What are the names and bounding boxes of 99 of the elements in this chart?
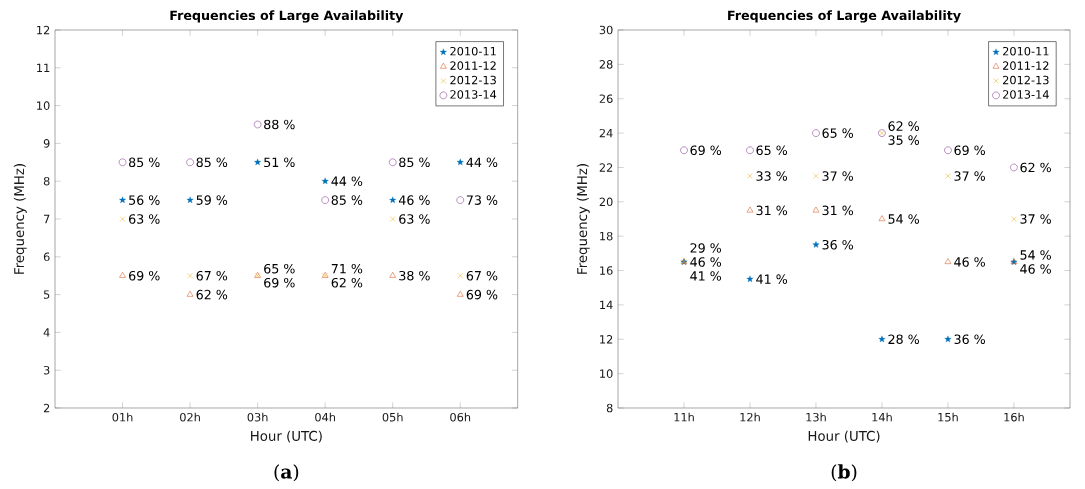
x-tick-label: 16h	[1004, 412, 1024, 422]
y-tick-label: 5	[43, 290, 50, 299]
annotation: 44 %	[331, 176, 363, 186]
legend-label: 2011-12	[1003, 61, 1049, 70]
annotation: 63 %	[399, 214, 430, 224]
annotation: 69 %	[690, 145, 722, 156]
annotation: 85 %	[399, 157, 430, 168]
text: (a)	[274, 464, 299, 482]
annotation: 69 %	[466, 289, 498, 300]
y-axis-title: Frequency (MHz)	[13, 164, 27, 274]
y-tick-label: 26	[599, 94, 613, 104]
y-tick-label: 24	[599, 128, 613, 138]
annotation: 41 %	[690, 271, 722, 281]
x-tick-label: 13h	[806, 412, 826, 422]
annotation: 65 %	[264, 263, 295, 274]
annotation: 85 %	[129, 157, 160, 168]
annotation: 31 %	[822, 205, 854, 216]
legend-label: 2012-13	[450, 75, 496, 85]
annotation: 46 %	[398, 195, 430, 205]
x-axis-title: Hour (UTC)	[808, 430, 880, 443]
x-tick-label: 14h	[872, 412, 892, 422]
annotation: 63 %	[129, 214, 160, 224]
annotation: 65 %	[756, 145, 788, 156]
legend-label: 2010-11	[450, 46, 496, 56]
annotation: 69 %	[954, 145, 985, 156]
x-tick-label: 03h	[247, 412, 268, 422]
annotation: 36 %	[822, 239, 854, 250]
y-tick-label: 8	[43, 176, 50, 186]
legend-label: 2013-14	[450, 90, 497, 99]
annotation: 54 %	[1020, 250, 1051, 260]
y-tick-label: 11	[37, 63, 50, 72]
x-tick-label: 12h	[740, 412, 760, 422]
x-tick-label: 06h	[450, 412, 471, 422]
annotation: 85 %	[331, 195, 363, 205]
annotation: 85 %	[196, 157, 228, 168]
annotation: 56 %	[129, 195, 160, 205]
y-tick-label: 14	[600, 300, 613, 310]
annotation: 36 %	[954, 334, 985, 345]
y-tick-label: 4	[43, 328, 50, 337]
y-tick-label: 18	[600, 231, 613, 241]
x-tick-label: 15h	[938, 412, 958, 422]
y-tick-label: 6	[43, 252, 50, 262]
x-tick-label: 01h	[112, 412, 133, 422]
annotation: 46 %	[954, 257, 985, 267]
y-tick-label: 28	[599, 60, 613, 69]
x-tick-label: 02h	[180, 412, 200, 422]
x-tick-label: 04h	[315, 412, 335, 422]
annotation: 62 %	[196, 289, 228, 300]
annotation: 62 %	[888, 121, 920, 131]
y-tick-label: 12	[37, 25, 50, 35]
annotation: 54 %	[888, 214, 920, 224]
annotation: 44 %	[466, 157, 498, 168]
annotation: 37 %	[1020, 214, 1051, 224]
annotation: 37 %	[954, 171, 985, 181]
annotation: 46 %	[1020, 264, 1051, 274]
y-tick-label: 20	[599, 197, 613, 207]
y-tick-label: 2	[43, 403, 50, 413]
annotation: 29 %	[690, 243, 722, 253]
annotation: 35 %	[888, 135, 920, 145]
y-tick-label: 10	[37, 101, 50, 110]
annotation: 46 %	[690, 257, 722, 267]
text: (b)	[831, 464, 857, 482]
legend-label: 2012-13	[1003, 75, 1049, 85]
annotation: 62 %	[331, 277, 363, 288]
y-tick-label: 8	[606, 403, 613, 413]
annotation: 38 %	[399, 270, 430, 281]
y-axis-title: Frequency (MHz)	[576, 164, 590, 274]
y-tick-label: 10	[600, 369, 613, 378]
annotation: 28 %	[888, 334, 920, 345]
annotation: 71 %	[331, 263, 363, 274]
annotation: 31 %	[756, 205, 788, 216]
legend-label: 2013-14	[1003, 90, 1049, 99]
legend-label: 2010-11	[1003, 46, 1049, 56]
annotation: 69 %	[129, 270, 160, 281]
chart-title: Frequencies of Large Availability	[728, 10, 961, 23]
annotation: 33 %	[756, 171, 788, 181]
y-tick-label: 12	[600, 335, 613, 344]
y-tick-label: 22	[599, 163, 613, 172]
x-axis-title: Hour (UTC)	[251, 430, 322, 443]
annotation: 73 %	[466, 195, 498, 205]
annotation: 67 %	[466, 270, 498, 281]
annotation: 37 %	[822, 171, 854, 181]
chart-title: Frequencies of Large Availability	[170, 10, 404, 23]
legend-label: 2011-12	[450, 61, 496, 70]
x-tick-label: 11h	[674, 412, 694, 422]
annotation: 41 %	[756, 274, 788, 284]
annotation: 51 %	[264, 157, 295, 168]
y-tick-label: 30	[599, 25, 613, 35]
annotation: 88 %	[264, 119, 295, 130]
x-tick-label: 05h	[382, 412, 403, 422]
y-tick-label: 9	[43, 139, 50, 148]
y-tick-label: 7	[44, 214, 50, 224]
y-tick-label: 3	[43, 365, 50, 375]
annotation: 59 %	[196, 195, 228, 205]
annotation: 65 %	[822, 128, 854, 138]
annotation: 67 %	[196, 270, 228, 281]
y-tick-label: 16	[600, 266, 613, 275]
annotation: 62 %	[1020, 162, 1051, 173]
annotation: 69 %	[264, 277, 295, 288]
